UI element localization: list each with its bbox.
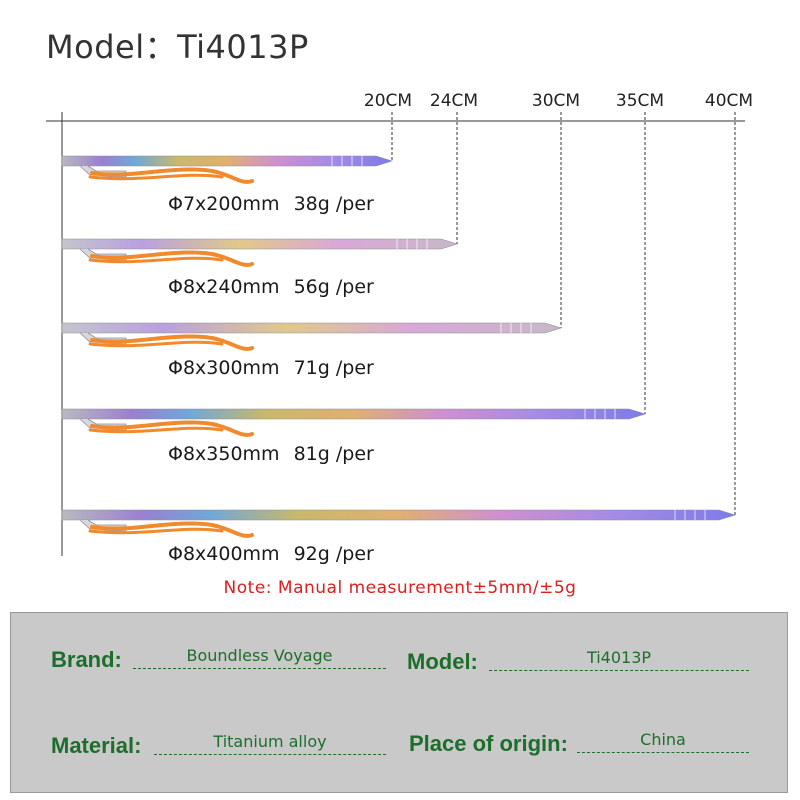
model-row: Model: Ti4013P [407,645,752,675]
model-label: Model: [407,649,478,674]
peg-spec: Φ7x200mm [168,193,280,215]
brand-value: Boundless Voyage [186,646,333,665]
spec-panel: Brand: Boundless Voyage Model: Ti4013P M… [10,612,788,793]
peg-weight: 92g /per [293,543,374,565]
origin-label: Place of origin: [409,731,568,756]
page-title: Model：Ti4013P [46,28,309,66]
model-value: Ti4013P [586,648,652,667]
peg-weight: 56g /per [293,276,374,298]
peg-spec: Φ8x350mm [168,443,280,465]
peg-weight: 38g /per [293,193,374,215]
ruler-tick-label: 20CM [364,91,412,111]
tent-peg [61,408,647,437]
ruler-tick-label: 30CM [532,91,580,111]
origin-underline [577,752,749,753]
origin-value: China [640,730,686,749]
peg-label: Φ8x240mm 56g /per [168,276,374,298]
peg-spec: Φ8x400mm [168,543,280,565]
peg-spec: Φ8x240mm [168,276,280,298]
peg-label: Φ7x200mm 38g /per [168,193,374,215]
peg-spec: Φ8x300mm [168,357,280,379]
material-underline [154,754,386,755]
ruler-tick-label: 24CM [430,91,478,111]
material-value: Titanium alloy [213,732,327,751]
tent-peg [61,155,394,184]
peg-comparison-figure: 20CM 24CM 30CM 35CM 40CM [46,91,753,556]
tent-peg [61,238,459,267]
peg-weight: 81g /per [293,443,374,465]
material-label: Material: [51,733,142,758]
peg-label: Φ8x400mm 92g /per [168,543,374,565]
origin-row: Place of origin: China [409,727,754,757]
measurement-note: Note: Manual measurement±5mm/±5g [223,578,577,598]
tent-peg [61,322,563,351]
material-row: Material: Titanium alloy [51,729,386,759]
peg-label: Φ8x300mm 71g /per [168,357,374,379]
ruler-tick-label: 35CM [616,91,664,111]
tent-peg [61,509,737,538]
brand-underline [133,668,386,669]
ruler-tick-label: 40CM [705,91,753,111]
peg-label: Φ8x350mm 81g /per [168,443,374,465]
brand-row: Brand: Boundless Voyage [51,643,386,673]
model-underline [489,670,749,671]
peg-weight: 71g /per [293,357,374,379]
brand-label: Brand: [51,647,122,672]
